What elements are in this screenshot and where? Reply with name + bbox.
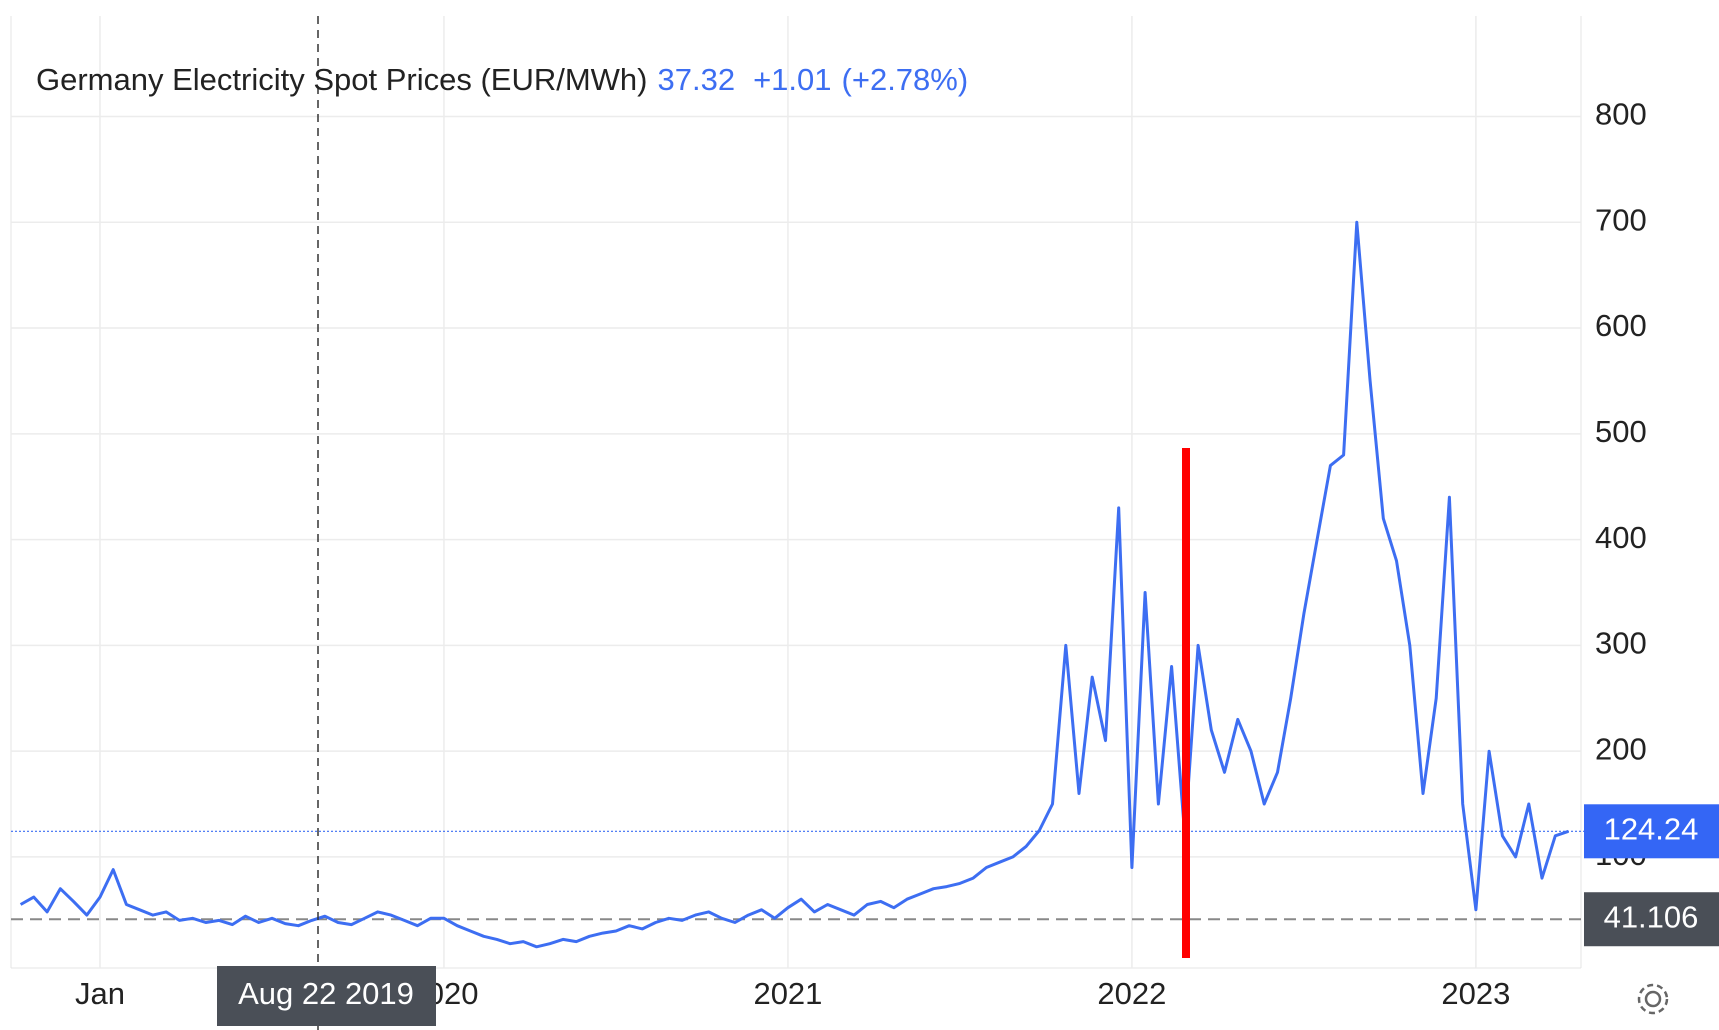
y-tick-label: 400 xyxy=(1595,520,1647,555)
grid xyxy=(11,16,1584,968)
labels: 100200300400500600700800Jan2020202120222… xyxy=(75,97,1719,1026)
reference-box xyxy=(1584,892,1719,947)
x-tick-label: 2023 xyxy=(1441,976,1510,1011)
crosshair-box xyxy=(217,966,436,1026)
lines xyxy=(19,220,1569,949)
x-tick-label: 2022 xyxy=(1097,976,1166,1011)
series-line xyxy=(19,220,1569,949)
y-tick-label: 600 xyxy=(1595,308,1647,343)
y-tick-label: 300 xyxy=(1595,626,1647,661)
crosshair-label: Aug 22 2019 xyxy=(238,976,414,1011)
headline-change: +1.01 xyxy=(753,62,831,97)
last-value-box xyxy=(1584,804,1719,859)
y-tick-label: 200 xyxy=(1595,731,1647,766)
last-value-label: 124.24 xyxy=(1604,811,1699,846)
headline-change-pct: (+2.78%) xyxy=(842,62,969,97)
title-text: Germany Electricity Spot Prices (EUR/MWh… xyxy=(36,62,648,97)
y-tick-label: 800 xyxy=(1595,97,1647,132)
y-tick-label: 700 xyxy=(1595,202,1647,237)
chart-title: Germany Electricity Spot Prices (EUR/MWh… xyxy=(36,62,968,97)
y-tick-label: 500 xyxy=(1595,414,1647,449)
headline-value: 37.32 xyxy=(658,62,736,97)
settings-icon[interactable] xyxy=(1637,983,1669,1015)
reference-label: 41.106 xyxy=(1604,899,1699,934)
x-tick-label: 2021 xyxy=(753,976,822,1011)
x-tick-label: Jan xyxy=(75,976,125,1011)
